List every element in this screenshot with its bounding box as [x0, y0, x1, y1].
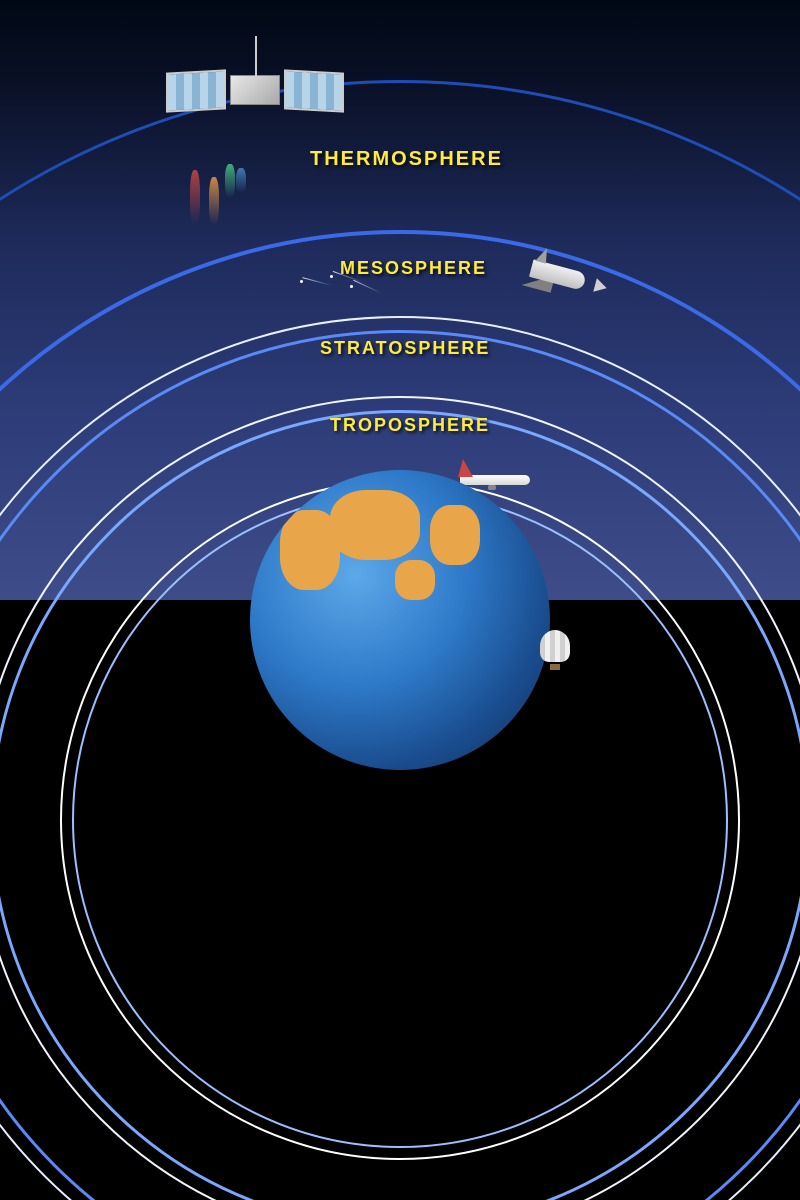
label-stratosphere: STRATOSPHERE — [320, 338, 490, 359]
meteor-icon — [300, 280, 303, 283]
label-troposphere: TROPOSPHERE — [330, 415, 490, 436]
meteor-icon — [350, 285, 353, 288]
atmosphere-diagram: THERMOSPHERE MESOSPHERE STRATOSPHERE TROPOS… — [0, 0, 800, 600]
aurora-icon — [190, 170, 260, 230]
label-thermosphere: THERMOSPHERE — [310, 148, 503, 171]
meteor-icon — [330, 275, 333, 278]
earth-icon — [250, 470, 550, 770]
label-mesosphere: MESOSPHERE — [340, 258, 487, 279]
satellite-icon — [230, 75, 280, 105]
balloon-icon — [540, 630, 570, 668]
